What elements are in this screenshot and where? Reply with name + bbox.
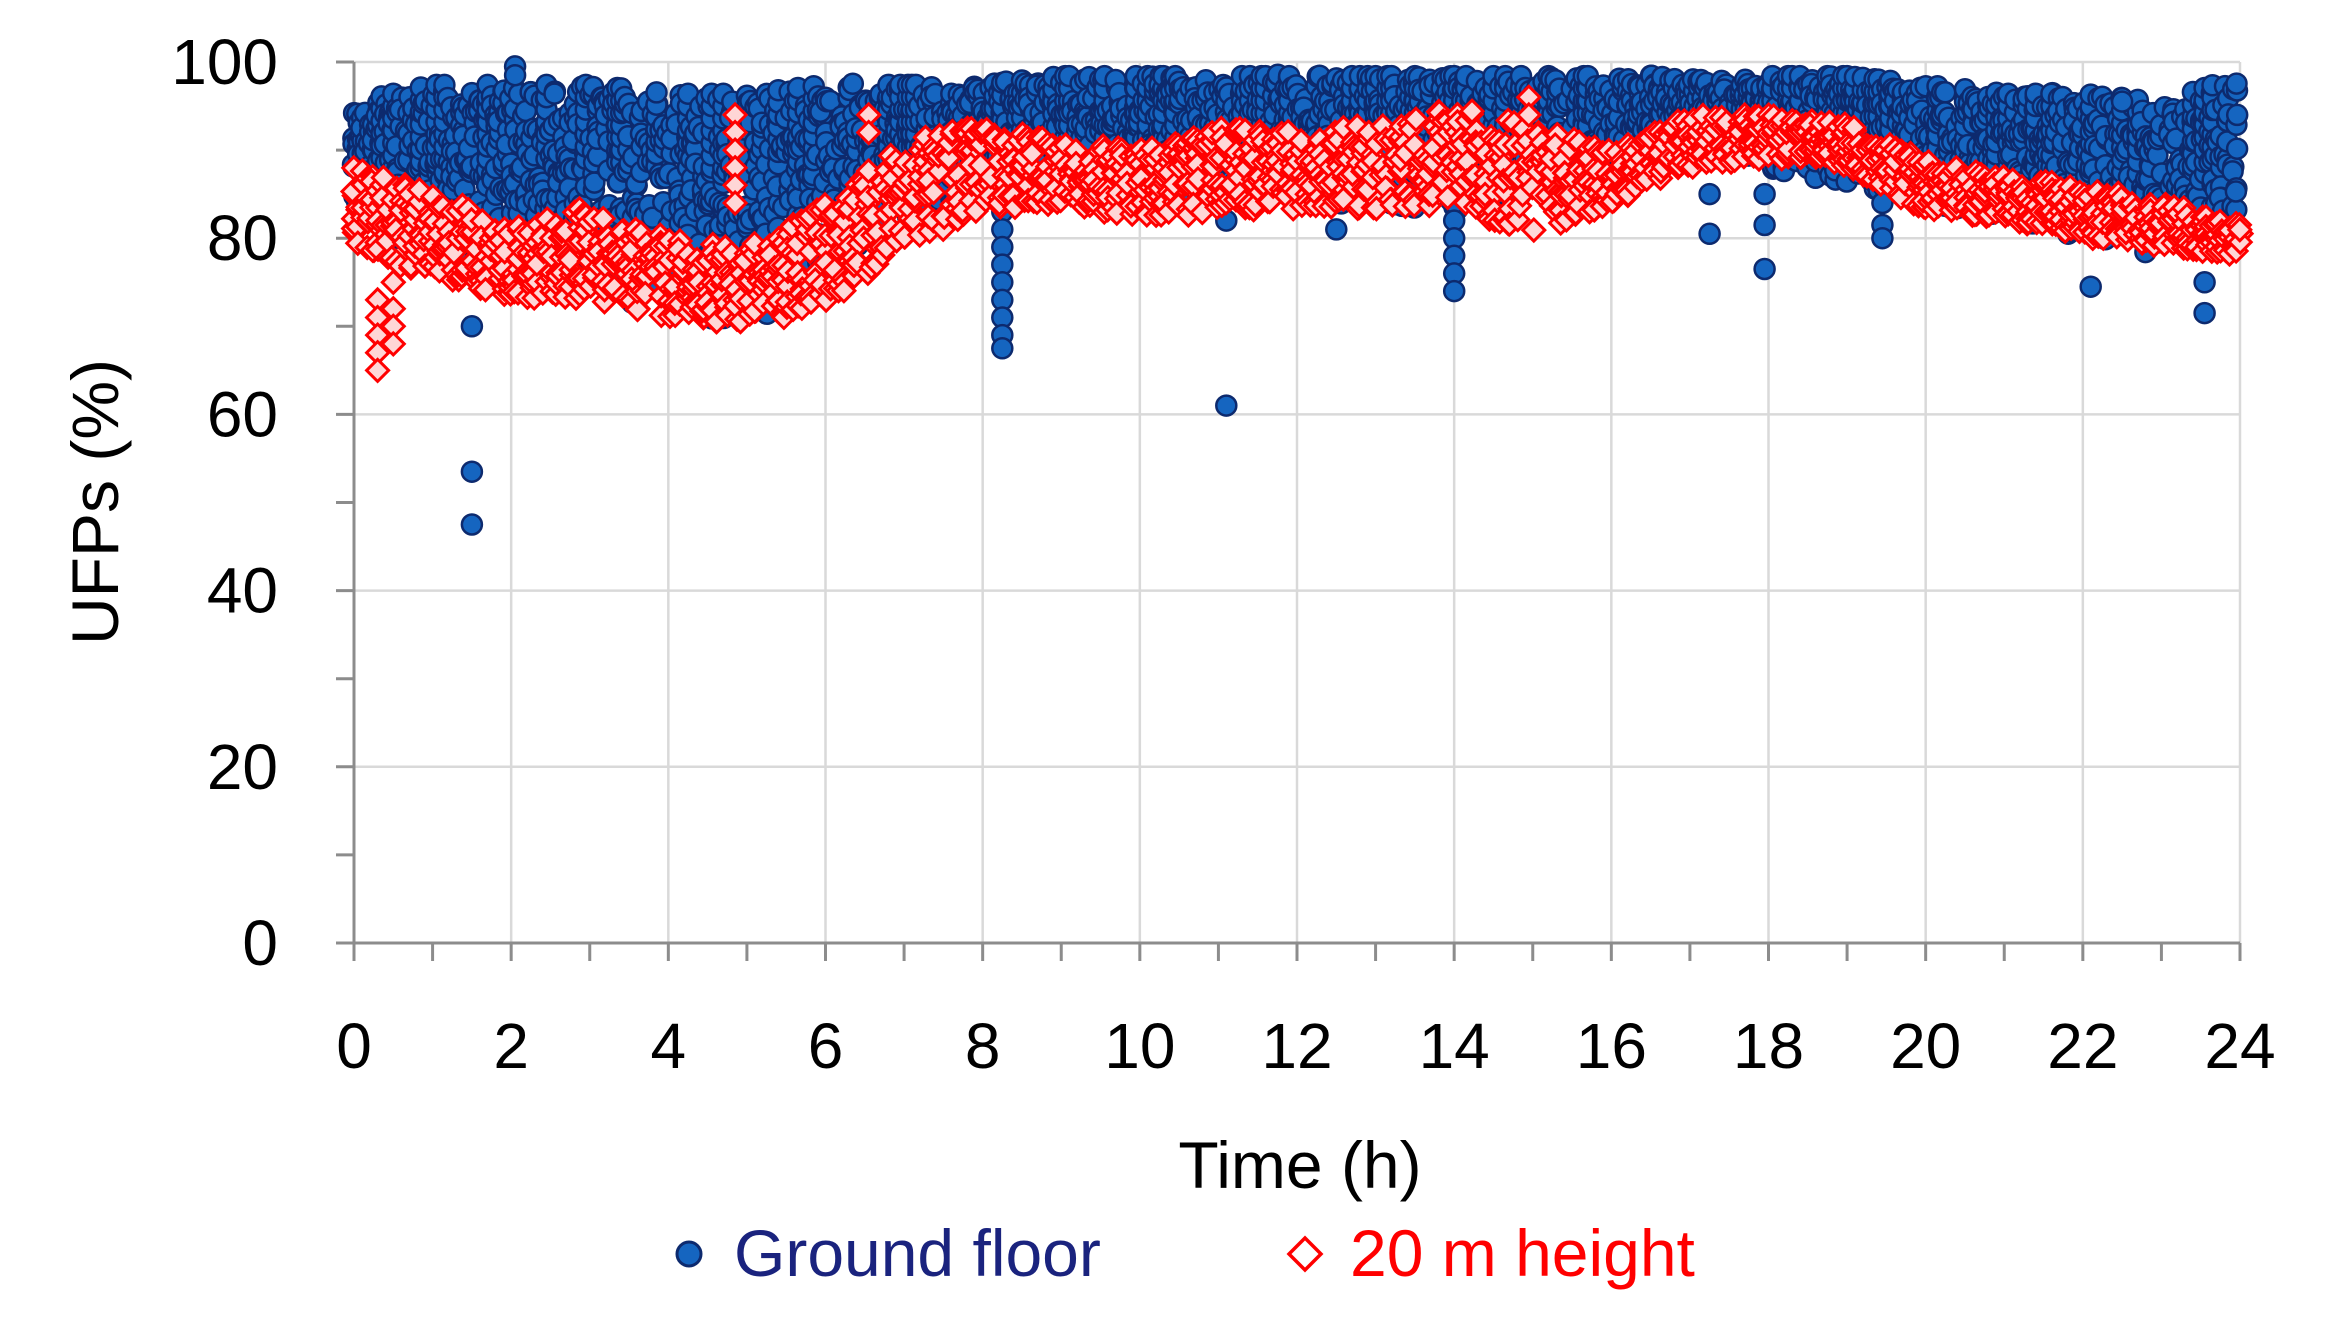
- ground-floor-point: [1325, 218, 1348, 241]
- ground-floor-point: [841, 72, 865, 95]
- ground-floor-point: [1753, 213, 1776, 237]
- ground-floor-point: [2224, 180, 2248, 203]
- ground-floor-point: [1753, 257, 1776, 281]
- ground-floor-point: [583, 171, 606, 194]
- ground-floor-point: [2225, 137, 2249, 160]
- ground-floor-point: [1698, 222, 1721, 246]
- ground-floor-point: [2225, 103, 2249, 127]
- ground-floor-point: [1933, 81, 1957, 104]
- axis-layer: [336, 60, 2242, 961]
- ground-floor-point: [645, 81, 668, 104]
- ground-floor-point: [2193, 271, 2216, 294]
- ground-floor-point: [991, 337, 1014, 360]
- ground-floor-point: [2193, 301, 2216, 325]
- ground-floor-point: [2225, 72, 2248, 95]
- ground-floor-point: [2110, 90, 2134, 113]
- ground-floor-point: [1753, 182, 1776, 206]
- ground-floor-point: [460, 513, 484, 536]
- ground-floor-point: [543, 82, 566, 105]
- ground-floor-point: [2079, 275, 2102, 298]
- ground-floor-point: [1698, 182, 1721, 206]
- ground-floor-point: [460, 460, 484, 483]
- ground-floor-point: [460, 315, 484, 338]
- ground-floor-point: [503, 63, 527, 87]
- ground-floor-point: [1215, 394, 1238, 417]
- ground-floor-point: [1871, 226, 1894, 250]
- ground-floor-point: [1442, 279, 1466, 303]
